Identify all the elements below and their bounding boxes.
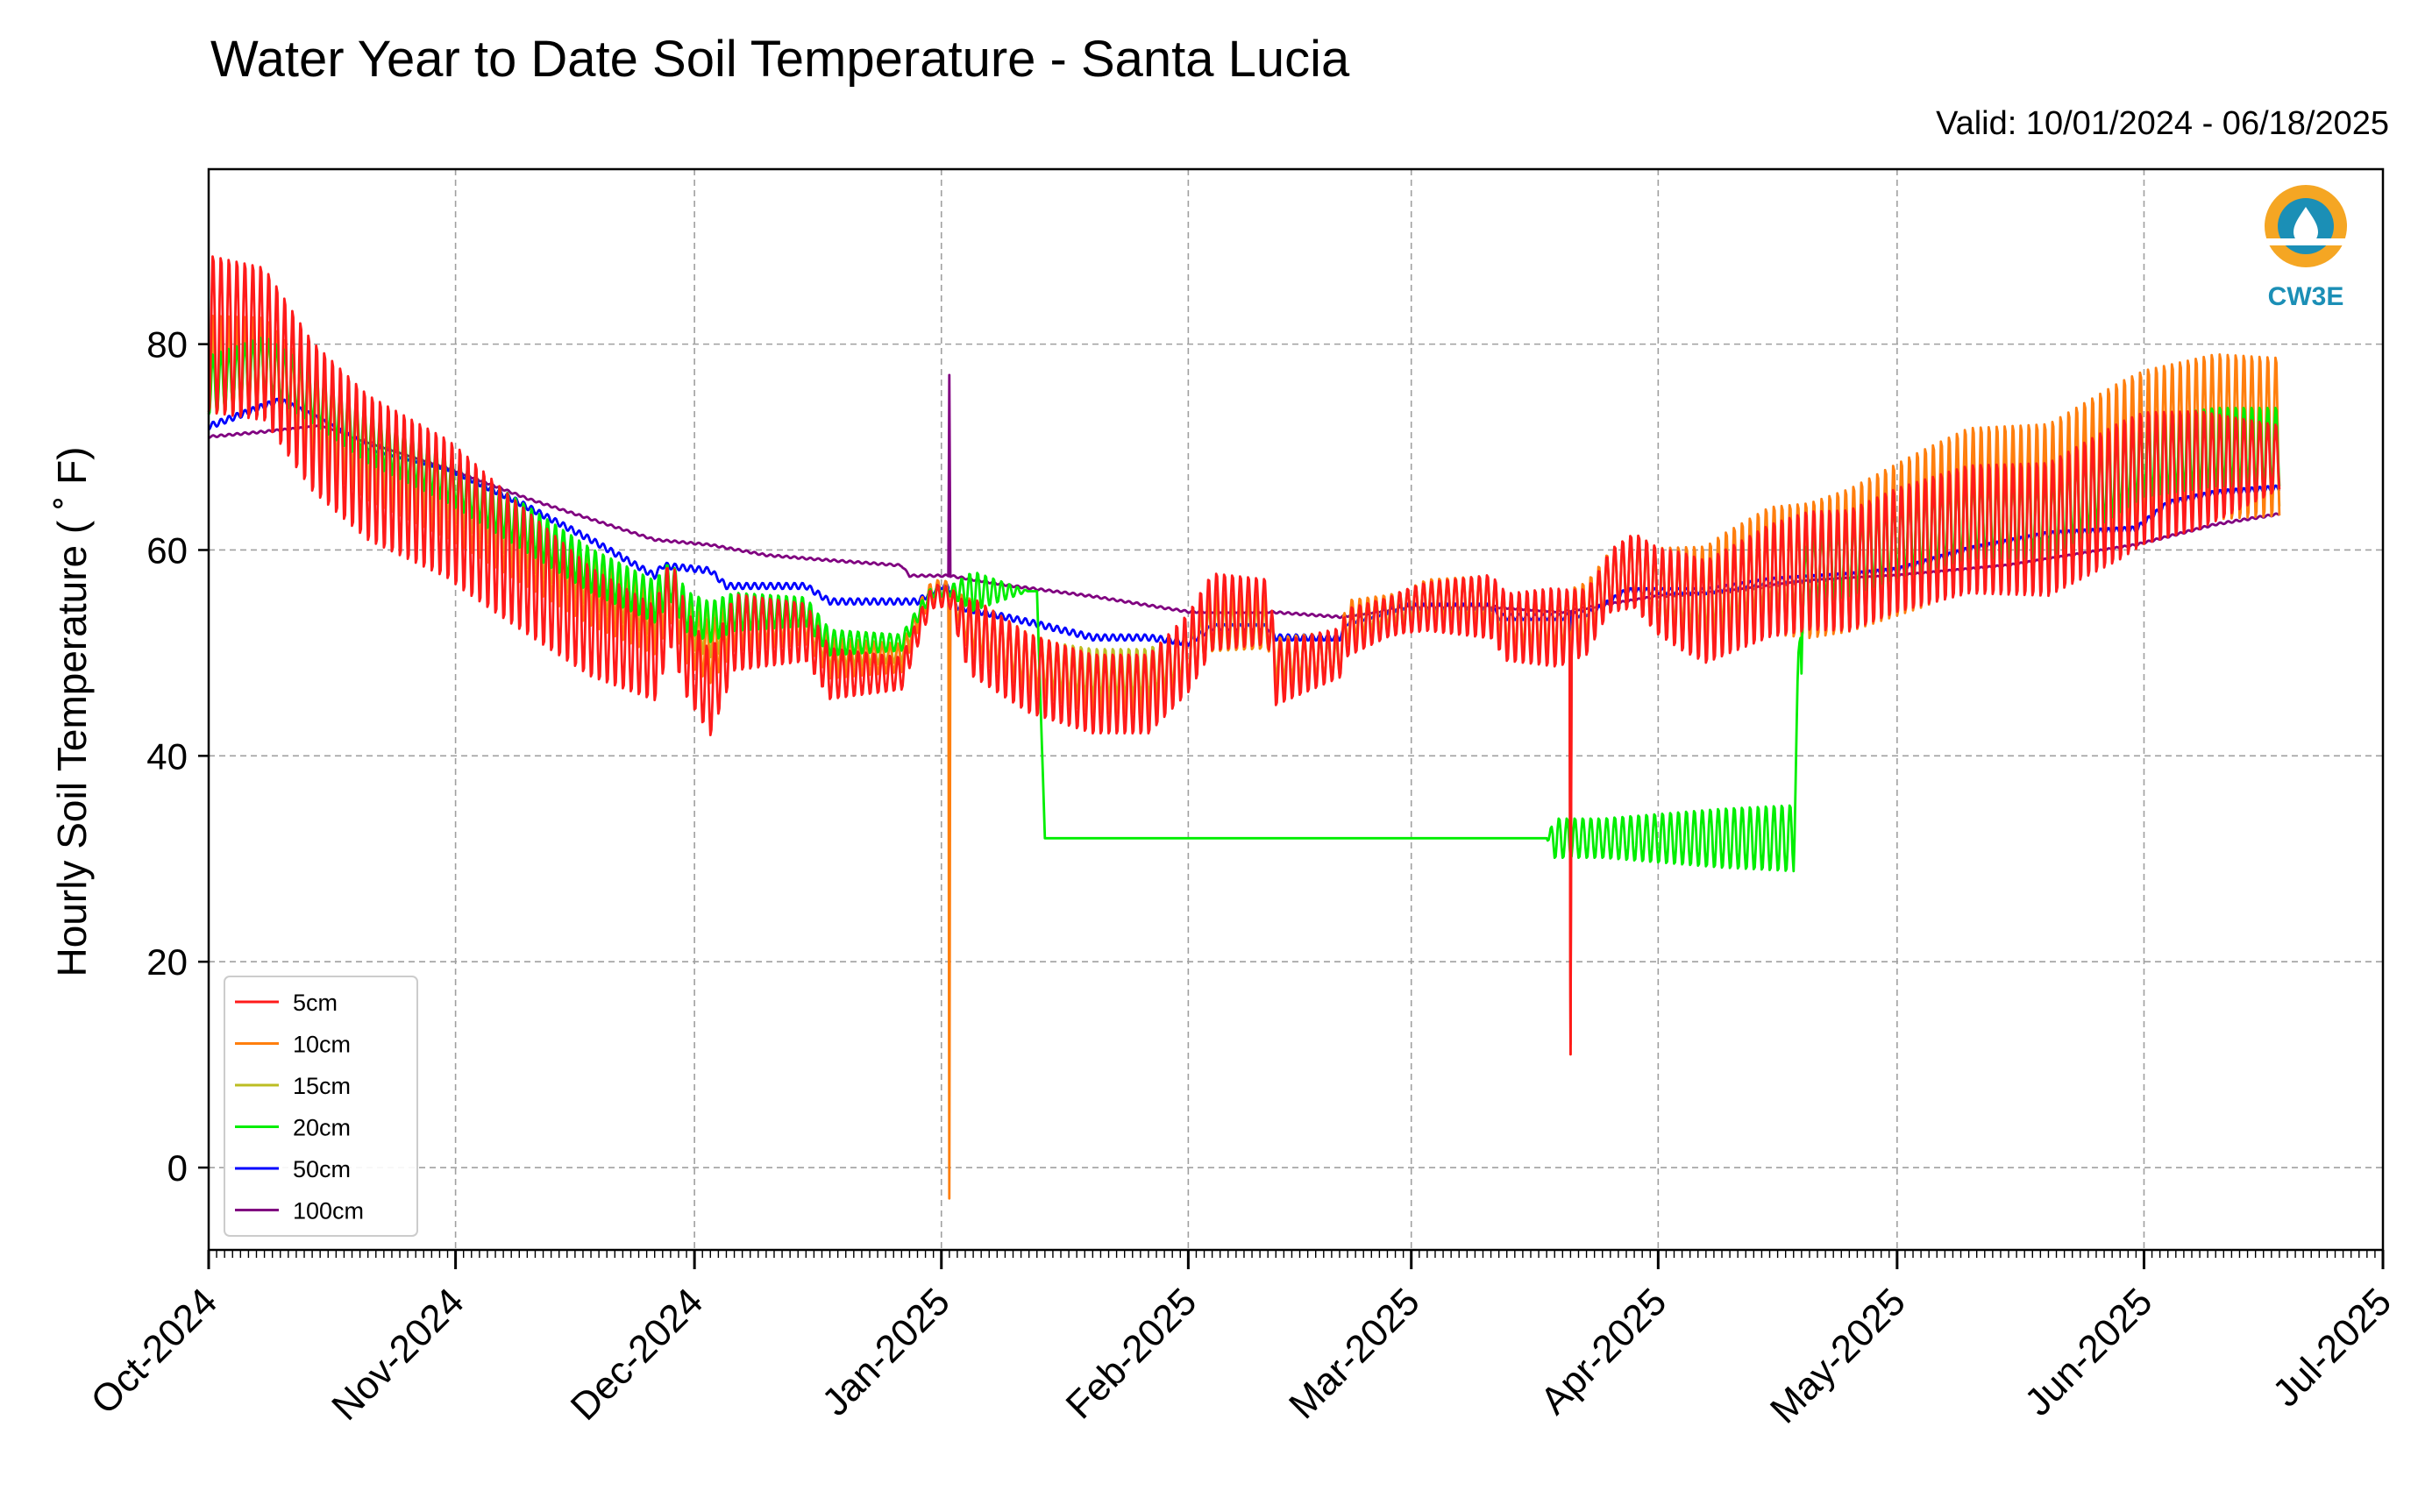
series-lines [207,255,2281,1200]
series-line-10cm [207,315,2281,1200]
y-tick-label: 0 [167,1147,188,1189]
x-tick-label: Jul-2025 [2265,1280,2400,1415]
x-tick-label: May-2025 [1762,1280,1914,1431]
legend-label-20cm: 20cm [293,1115,351,1141]
legend-box [224,976,418,1237]
legend-label-100cm: 100cm [293,1198,364,1225]
x-tick-label: Jan-2025 [814,1280,957,1423]
logo-text: CW3E [2268,282,2344,311]
x-tick-label: Mar-2025 [1281,1280,1428,1427]
x-tick-label: Nov-2024 [324,1280,473,1429]
series-line-100cm [208,373,2280,1046]
x-tick-label: Jun-2025 [2016,1280,2160,1423]
cw3e-logo: CW3E [2265,185,2347,311]
water-drop-icon [2294,207,2318,245]
logo-wave-icon [2265,238,2347,245]
y-tick-label: 60 [146,529,188,571]
valid-date-range: Valid: 10/01/2024 - 06/18/2025 [1936,105,2389,142]
y-tick-label: 80 [146,324,188,366]
grid-lines [209,169,2383,1250]
y-tick-label: 20 [146,941,188,983]
x-tick-label: Apr-2025 [1533,1280,1675,1423]
y-tick-label: 40 [146,735,188,777]
legend-label-15cm: 15cm [293,1073,351,1099]
legend-label-10cm: 10cm [293,1032,351,1058]
chart-title: Water Year to Date Soil Temperature - Sa… [210,31,1350,88]
plot-frame [207,167,2385,1252]
x-tick-label: Oct-2024 [82,1280,225,1423]
legend-label-5cm: 5cm [293,990,338,1016]
series-line-5cm [207,255,2281,1056]
x-tick-label: Dec-2024 [563,1280,712,1429]
y-axis-label: Hourly Soil Temperature ( ˚ F) [49,447,95,977]
legend-label-50cm: 50cm [293,1156,351,1182]
legend: 5cm 10cm 15cm 20cm 50cm 100cm [224,976,418,1237]
x-tick-label: Feb-2025 [1058,1280,1205,1427]
